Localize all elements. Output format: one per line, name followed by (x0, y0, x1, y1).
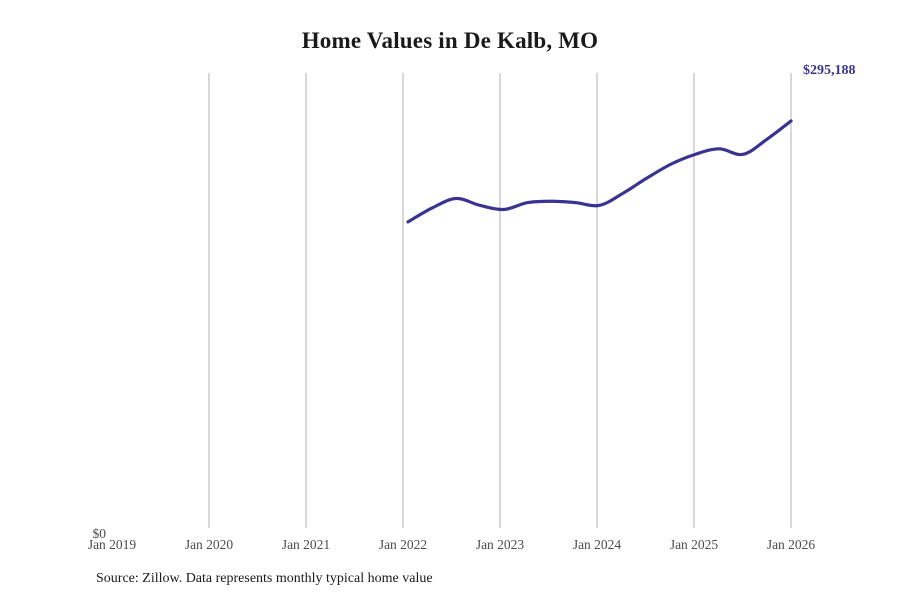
x-axis-tick-jan-2023: Jan 2023 (475, 537, 525, 552)
end-value-label: $295,188 (803, 63, 856, 78)
x-axis-tick-jan-2020: Jan 2020 (184, 537, 234, 552)
x-axis-tick-jan-2021: Jan 2021 (281, 537, 331, 552)
x-axis-tick-jan-2024: Jan 2024 (572, 537, 622, 552)
gridlines (208, 73, 792, 528)
chart-title: Home Values in De Kalb, MO (301, 28, 599, 53)
y-axis-tick-zero: $0 (92, 526, 107, 541)
x-axis-tick-jan-2022: Jan 2022 (378, 537, 428, 552)
source-note: Source: Zillow. Data represents monthly … (96, 571, 433, 586)
x-axis-tick-jan-2025: Jan 2025 (669, 537, 719, 552)
x-axis-tick-jan-2019: Jan 2019 (87, 537, 137, 552)
x-axis-tick-jan-2026: Jan 2026 (766, 537, 816, 552)
home-value-line (406, 119, 793, 224)
